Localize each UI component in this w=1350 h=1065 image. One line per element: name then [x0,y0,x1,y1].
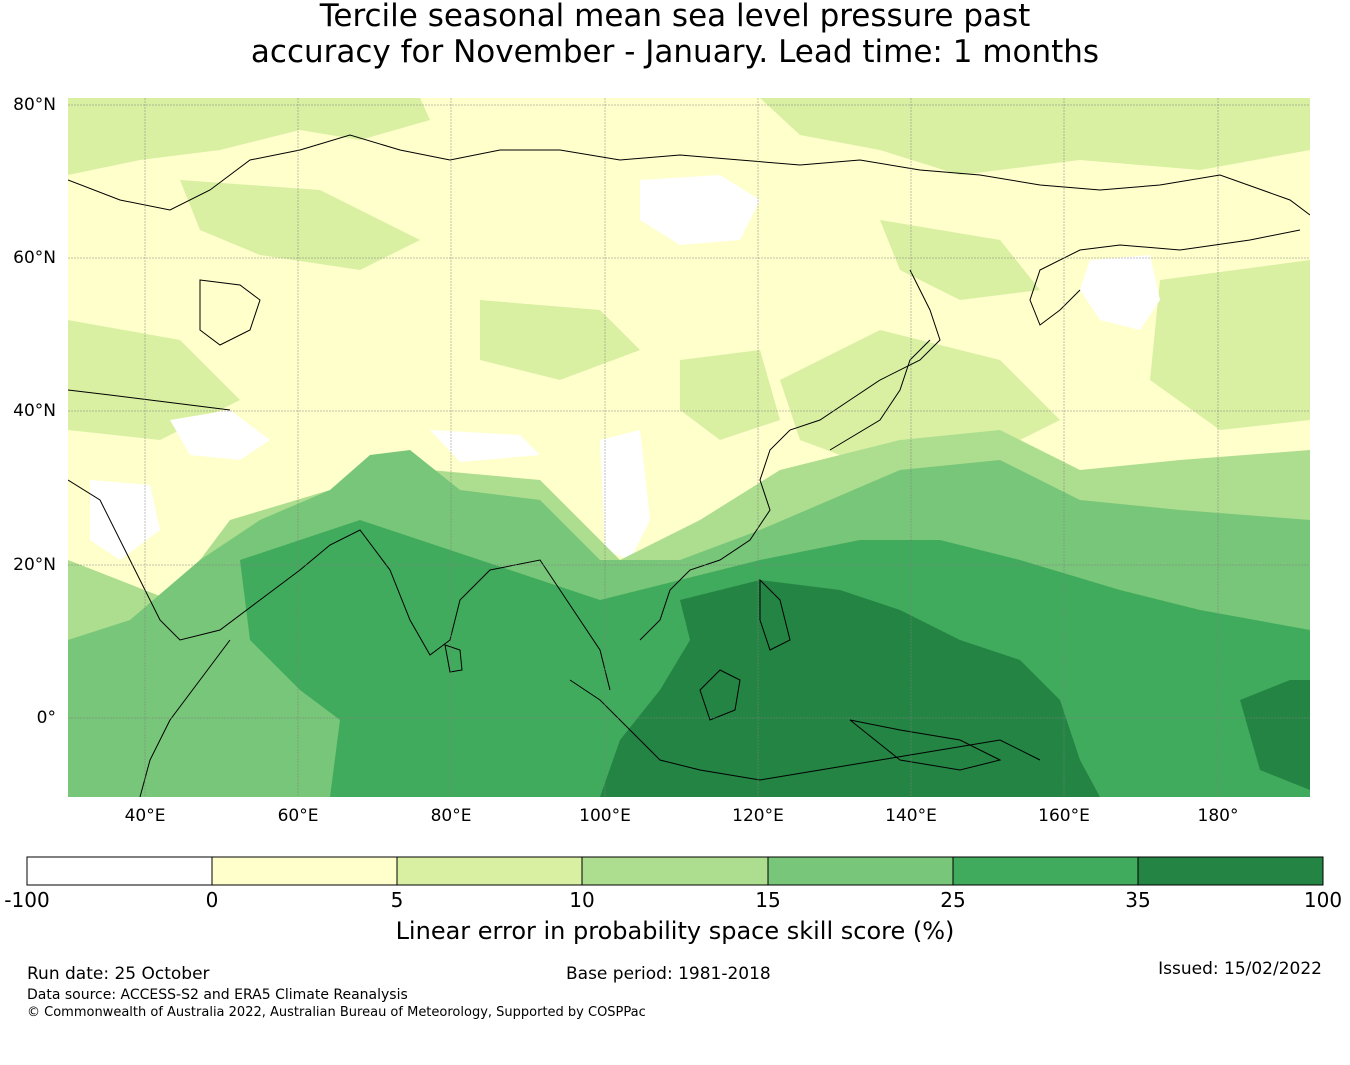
colorbar-segment-1 [27,857,212,885]
colorbar-tick-label: 25 [940,888,966,912]
colorbar-tick-label: 10 [569,888,595,912]
colorbar-tick-label: 5 [390,888,404,912]
coastlines [68,134,1310,797]
lat-label-0: 0° [36,708,56,728]
issued-date: Issued: 15/02/2022 [1158,959,1322,979]
data-source: Data source: ACCESS-S2 and ERA5 Climate … [27,987,408,1003]
lat-label-80n: 80°N [13,95,56,115]
colorbar-tick-label: -100 [4,888,50,912]
colorbar-segment-2 [212,857,397,885]
colorbar [26,856,1324,886]
colorbar-tick-label: 35 [1125,888,1151,912]
lon-label-120e: 120°E [732,806,784,826]
lon-label-160e: 160°E [1038,806,1090,826]
skill-band-35-100 [600,580,1310,797]
base-period: Base period: 1981-2018 [566,964,771,984]
chart-title-line-1: Tercile seasonal mean sea level pressure… [319,0,1031,34]
lat-label-20n: 20°N [13,555,56,575]
run-date: Run date: 25 October [27,964,210,984]
colorbar-segment-3 [397,857,582,885]
lon-label-60e: 60°E [277,806,319,826]
colorbar-segment-4 [582,857,768,885]
lon-label-140e: 140°E [885,806,937,826]
lon-label-80e: 80°E [430,806,472,826]
colorbar-segment-7 [1138,857,1323,885]
colorbar-tick-label: 100 [1303,888,1343,912]
lon-label-40e: 40°E [124,806,166,826]
colorbar-tick-label: 0 [205,888,219,912]
skill-band-neg100-0 [90,175,1160,560]
colorbar-tick-label: 15 [755,888,781,912]
colorbar-label: Linear error in probability space skill … [395,917,955,945]
lat-label-60n: 60°N [13,248,56,268]
map-field [68,98,1310,797]
colorbar-segment-5 [768,857,953,885]
copyright-notice: © Commonwealth of Australia 2022, Austra… [27,1005,646,1020]
graticule [68,98,1310,797]
chart-title-line-2: accuracy for November - January. Lead ti… [250,34,1100,70]
colorbar-frame [26,856,1324,886]
lon-label-100e: 100°E [579,806,631,826]
lat-label-40n: 40°N [13,401,56,421]
lon-label-180: 180° [1197,806,1239,826]
colorbar-segment-6 [953,857,1138,885]
skill-band-5-10 [68,98,1310,470]
